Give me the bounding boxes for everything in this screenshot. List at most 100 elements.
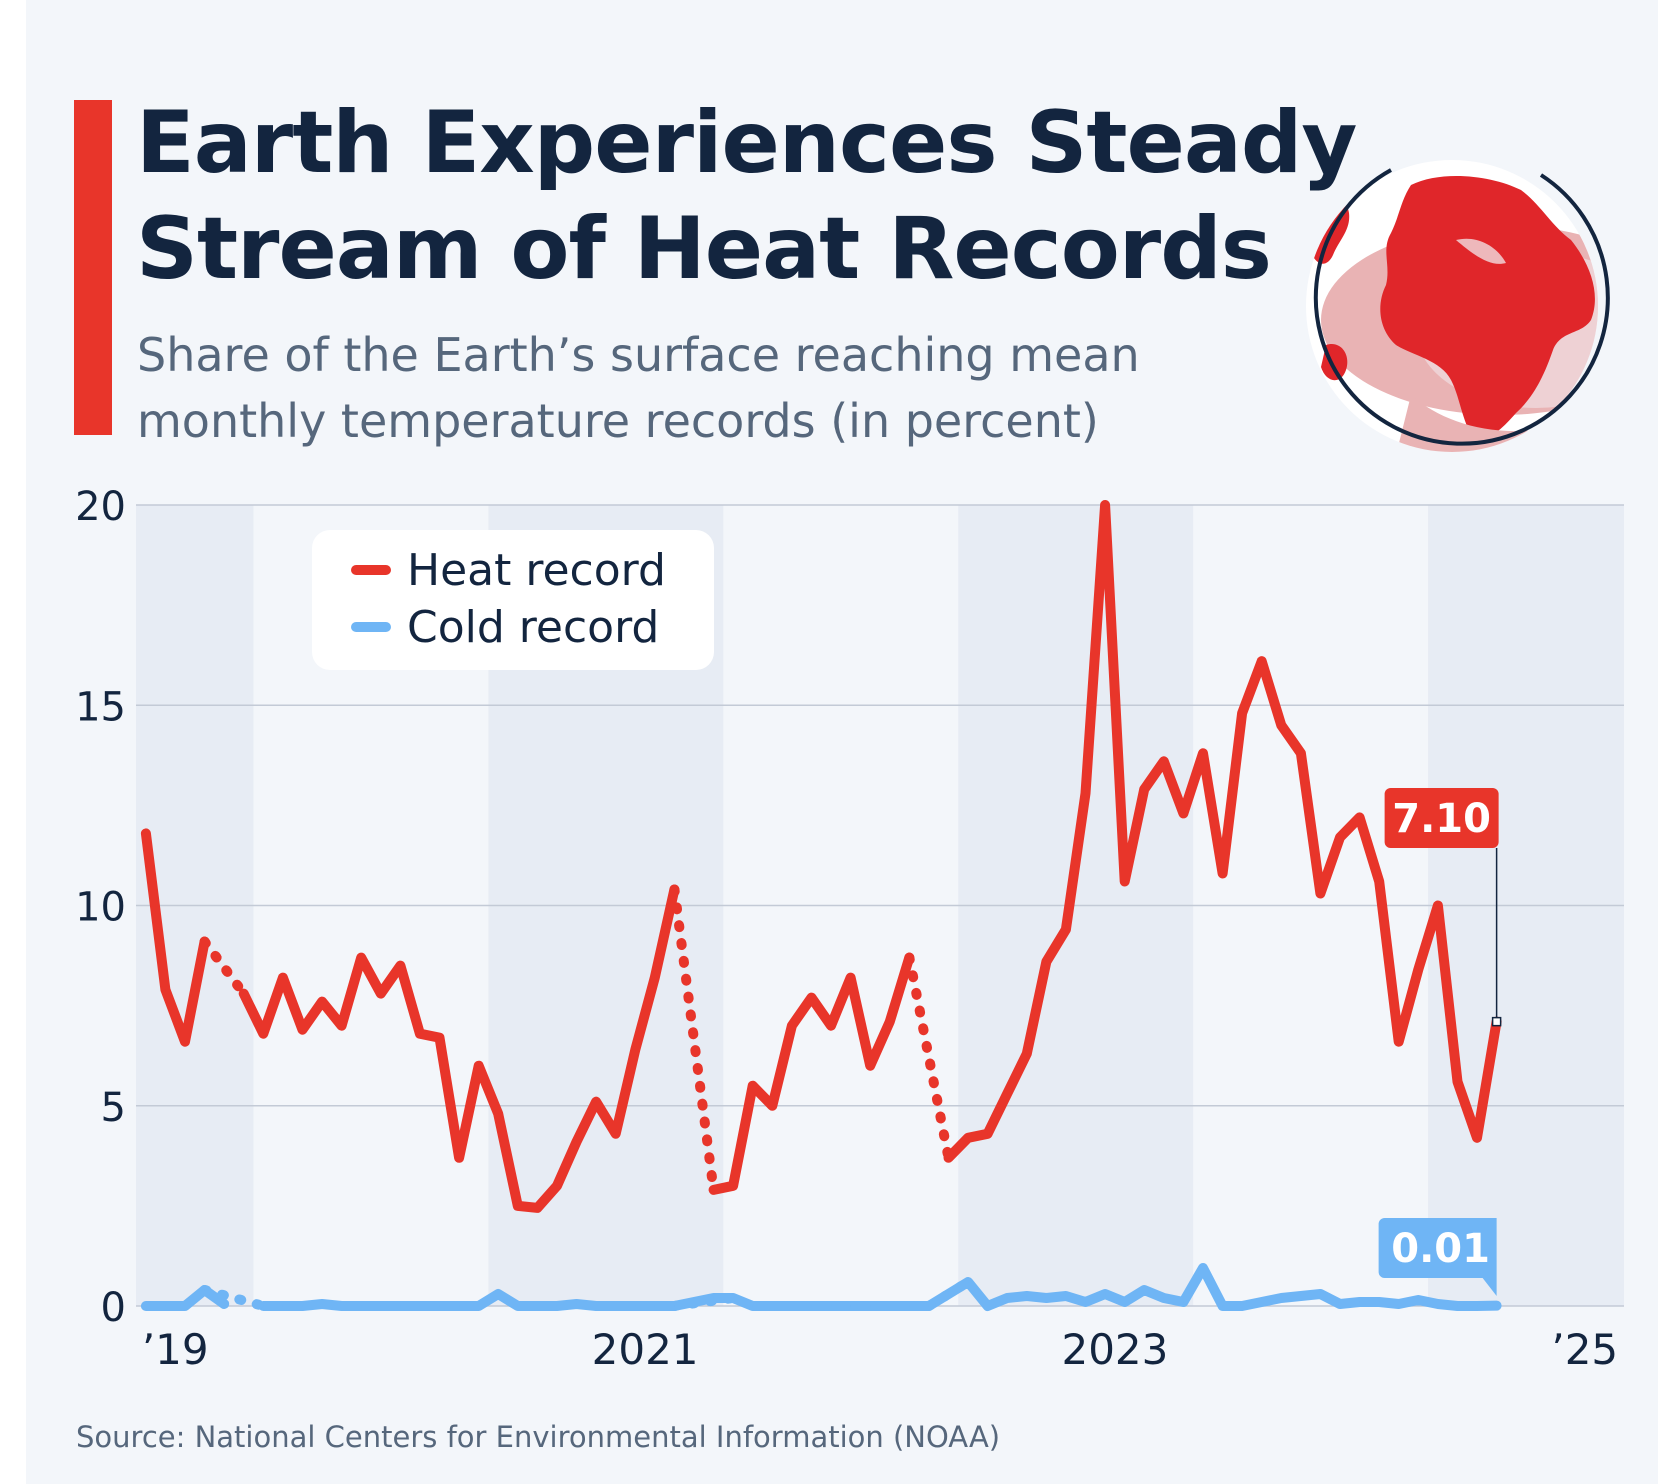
data-point bbox=[1241, 712, 1243, 714]
data-point bbox=[928, 1305, 930, 1307]
data-point bbox=[458, 1157, 460, 1159]
y-tick-label-1: 5 bbox=[101, 1085, 126, 1131]
data-point bbox=[752, 1305, 754, 1307]
line-chart: 0 5 10 15 20 ’19 2021 2023 ’25 Heat record Cold … bbox=[75, 484, 1624, 1374]
data-point bbox=[419, 1033, 421, 1035]
data-point bbox=[830, 1025, 832, 1027]
title-line-1: Earth Experiences Steady bbox=[136, 93, 1357, 193]
data-point bbox=[184, 1305, 186, 1307]
data-point bbox=[321, 1303, 323, 1305]
data-point bbox=[1417, 969, 1419, 971]
data-point bbox=[419, 1305, 421, 1307]
data-point bbox=[810, 997, 812, 999]
data-point bbox=[713, 1297, 715, 1299]
data-point bbox=[732, 1185, 734, 1187]
title-line-2: Stream of Heat Records bbox=[136, 199, 1272, 299]
data-point bbox=[1476, 1137, 1478, 1139]
data-point bbox=[1359, 816, 1361, 818]
data-point bbox=[615, 1305, 617, 1307]
annotation-badge-0 bbox=[1384, 788, 1499, 848]
data-point bbox=[1006, 1093, 1008, 1095]
series-line-segment bbox=[258, 1263, 1502, 1311]
data-point bbox=[1124, 880, 1126, 882]
data-point bbox=[576, 1303, 578, 1305]
series-dotted-segment-0 bbox=[199, 1284, 269, 1311]
data-point bbox=[184, 1041, 186, 1043]
data-point bbox=[732, 1297, 734, 1299]
data-point bbox=[615, 1133, 617, 1135]
data-point bbox=[1378, 1301, 1380, 1303]
series-line-segment bbox=[140, 828, 210, 1047]
y-tick-label-3: 15 bbox=[75, 684, 126, 730]
data-point bbox=[243, 993, 245, 995]
data-point bbox=[1085, 1301, 1087, 1303]
data-point bbox=[830, 1305, 832, 1307]
legend-label-0: Heat record bbox=[407, 545, 666, 596]
data-point bbox=[752, 1085, 754, 1087]
data-point bbox=[1496, 1305, 1498, 1307]
series-dotted-segment-0 bbox=[199, 936, 249, 999]
data-point bbox=[947, 1293, 949, 1295]
data-point bbox=[771, 1305, 773, 1307]
data-point bbox=[478, 1305, 480, 1307]
data-point bbox=[967, 1137, 969, 1139]
data-point bbox=[1026, 1053, 1028, 1055]
data-point bbox=[1182, 812, 1184, 814]
annotations: 7.10 0.01 bbox=[1378, 788, 1502, 1296]
data-point bbox=[654, 977, 656, 979]
data-point bbox=[1045, 961, 1047, 963]
data-point bbox=[1339, 1303, 1341, 1305]
globe-heat-icon bbox=[1306, 160, 1610, 452]
data-point bbox=[145, 1305, 147, 1307]
data-point bbox=[536, 1305, 538, 1307]
data-point bbox=[850, 977, 852, 979]
data-point bbox=[321, 1001, 323, 1003]
data-point bbox=[1476, 1305, 1478, 1307]
y-tick-label-2: 10 bbox=[75, 885, 126, 931]
data-point bbox=[282, 1305, 284, 1307]
data-point bbox=[517, 1205, 519, 1207]
infographic-card: Earth Experiences Steady Stream of Heat … bbox=[26, 0, 1658, 1484]
data-point bbox=[869, 1065, 871, 1067]
x-axis-ticks: ’19 2021 2023 ’25 bbox=[142, 1325, 1618, 1374]
data-point bbox=[1261, 1301, 1263, 1303]
data-point bbox=[1456, 1081, 1458, 1083]
data-point bbox=[791, 1305, 793, 1307]
data-point bbox=[1124, 1301, 1126, 1303]
legend: Heat record Cold record bbox=[312, 530, 714, 670]
data-point bbox=[164, 989, 166, 991]
series-dotted-segment-1 bbox=[669, 1292, 739, 1311]
data-point bbox=[262, 1305, 264, 1307]
series-dotted-segment-2 bbox=[904, 952, 954, 1163]
data-point bbox=[987, 1133, 989, 1135]
data-point bbox=[1300, 1295, 1302, 1297]
annotation-marker-0 bbox=[1491, 1016, 1502, 1027]
source-note: Source: National Centers for Environment… bbox=[76, 1420, 1001, 1454]
data-point bbox=[1359, 1301, 1361, 1303]
data-point bbox=[1222, 872, 1224, 874]
data-point bbox=[1222, 1305, 1224, 1307]
data-point bbox=[204, 1289, 206, 1291]
data-point bbox=[399, 1305, 401, 1307]
data-point bbox=[1143, 1289, 1145, 1291]
data-point bbox=[987, 1305, 989, 1307]
data-point bbox=[908, 957, 910, 959]
data-point bbox=[439, 1305, 441, 1307]
data-point bbox=[1045, 1297, 1047, 1299]
data-point bbox=[360, 957, 362, 959]
data-point bbox=[1143, 788, 1145, 790]
chart-subtitle: Share of the Earth’s surface reaching me… bbox=[137, 322, 1287, 454]
data-point bbox=[1280, 1297, 1282, 1299]
data-point bbox=[595, 1305, 597, 1307]
data-point bbox=[889, 1305, 891, 1307]
data-point bbox=[1182, 1301, 1184, 1303]
data-point bbox=[1104, 504, 1106, 506]
y-axis-ticks: 0 5 10 15 20 bbox=[75, 484, 126, 1331]
data-point bbox=[1163, 1297, 1165, 1299]
data-point bbox=[1437, 905, 1439, 906]
data-point bbox=[1261, 660, 1263, 662]
y-tick-label-4: 20 bbox=[75, 484, 126, 530]
data-point bbox=[1085, 792, 1087, 794]
data-point bbox=[967, 1281, 969, 1283]
data-point bbox=[1339, 836, 1341, 838]
